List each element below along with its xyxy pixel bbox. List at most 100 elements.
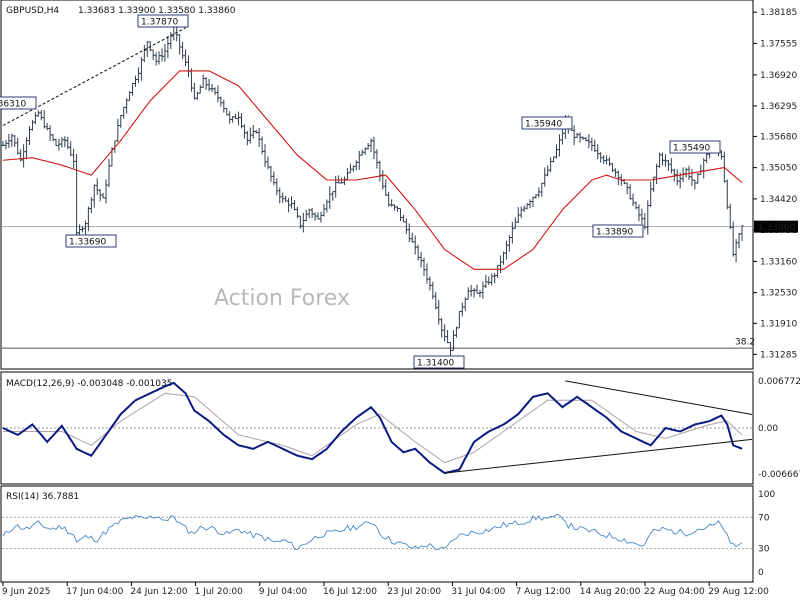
price-bar	[387, 191, 391, 207]
price-bar	[7, 133, 11, 148]
price-bar	[22, 144, 26, 168]
price-bar	[687, 165, 691, 180]
price-bar	[295, 206, 300, 219]
price-series: 38.2 1.36310 1.37870 1.33690 1.35940 1.33890 1…	[0, 14, 755, 369]
price-bar	[157, 51, 161, 65]
price-bar	[740, 225, 744, 241]
price-bar	[275, 178, 279, 196]
price-bar	[472, 287, 476, 298]
watermark: Action Forex	[214, 286, 350, 311]
price-bar	[24, 137, 29, 160]
x-tick-label: 29 Aug 12:00	[708, 587, 769, 597]
price-bar	[107, 159, 111, 187]
price-bar	[198, 84, 202, 94]
price-bar	[425, 263, 429, 284]
rsi-y-tick-label: 70	[758, 513, 770, 523]
price-bar	[342, 176, 347, 186]
price-bar	[16, 137, 20, 155]
price-bar	[590, 137, 594, 151]
price-bar	[666, 159, 670, 172]
price-bar	[437, 299, 441, 325]
price-bar	[286, 197, 291, 213]
price-bar	[86, 206, 90, 232]
price-bar	[534, 194, 538, 199]
price-bar	[690, 169, 694, 187]
rsi-y-tick-label: 100	[758, 490, 775, 500]
price-bar	[675, 169, 679, 186]
price-bar	[381, 170, 385, 190]
price-bar	[289, 196, 294, 209]
price-bar	[136, 67, 141, 84]
price-bar	[722, 151, 726, 183]
price-bar	[469, 284, 473, 297]
price-y-tick-label: 1.38185	[760, 8, 797, 18]
price-bar	[116, 118, 120, 142]
price-bar	[301, 212, 305, 233]
price-bar	[207, 78, 211, 92]
price-bar	[266, 156, 270, 170]
macd-y-tick-label: 0.006772	[758, 377, 800, 387]
price-bar	[260, 136, 264, 154]
x-tick-label: 9 Jun 2025	[2, 587, 50, 597]
price-bar	[398, 208, 403, 222]
price-bar	[696, 172, 700, 184]
price-bar	[63, 136, 67, 148]
price-bar	[363, 147, 367, 155]
price-bar	[372, 136, 376, 160]
price-bar	[27, 126, 32, 145]
price-bar	[69, 141, 73, 156]
price-bar	[646, 200, 650, 235]
price-bar	[407, 223, 411, 243]
price-bar	[649, 181, 653, 207]
price-bar	[513, 217, 517, 229]
price-bar	[163, 43, 167, 62]
price-bar	[254, 129, 258, 134]
price-bar	[634, 201, 638, 210]
price-bar	[101, 192, 105, 199]
price-y-tick-label: 1.37555	[760, 39, 797, 49]
price-bar	[460, 302, 464, 317]
price-bar	[484, 274, 488, 289]
rsi-pane	[0, 485, 754, 583]
price-bar	[628, 184, 632, 200]
price-bar	[543, 167, 547, 187]
price-bar	[575, 132, 579, 138]
price-bar	[263, 144, 267, 167]
price-bar	[584, 137, 588, 142]
price-bar	[475, 284, 479, 294]
price-bar	[357, 150, 361, 170]
price-y-tick-label: 1.36295	[760, 102, 797, 112]
price-bar	[540, 182, 544, 197]
price-bar	[360, 149, 364, 156]
price-bar	[684, 167, 688, 178]
price-annotation-box	[521, 116, 573, 130]
x-tick-label: 1 Jul 20:00	[195, 587, 244, 597]
price-annotation-box	[413, 355, 465, 369]
price-bar	[557, 134, 562, 157]
price-bar	[734, 238, 738, 263]
macd-y-tick-label: 0.00	[758, 424, 778, 434]
price-bar	[384, 179, 388, 196]
x-tick-label: 7 Aug 12:00	[516, 587, 571, 597]
price-bar	[145, 41, 149, 58]
price-annotation-label: 1.31400	[417, 359, 454, 369]
price-bar	[122, 106, 126, 119]
price-bar	[231, 116, 235, 123]
price-annotation: 1.35940	[521, 116, 573, 130]
price-bar	[466, 287, 470, 300]
price-bar	[434, 291, 438, 310]
price-y-tick-label: 1.35680	[760, 132, 797, 142]
rsi-title: RSI(14) 36.7881	[6, 492, 79, 502]
price-annotation: 1.31400	[413, 355, 465, 369]
price-bar	[546, 165, 550, 177]
price-bar	[183, 49, 188, 67]
price-bar	[281, 192, 285, 203]
price-y-tick-label: 1.35050	[760, 164, 797, 174]
price-bar	[602, 155, 606, 164]
price-bar	[307, 208, 311, 219]
price-bar	[160, 48, 164, 62]
x-tick-label: 22 Aug 04:00	[644, 587, 705, 597]
price-bar	[448, 342, 453, 357]
price-bar	[725, 179, 729, 210]
